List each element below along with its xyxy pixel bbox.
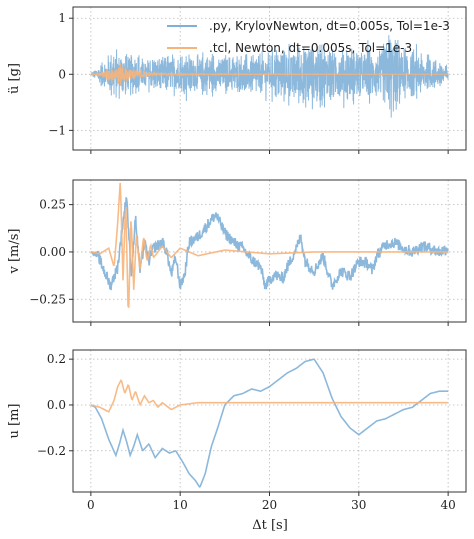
y-tick-label: 0.0 — [47, 398, 66, 412]
x-tick-label: 10 — [173, 498, 188, 512]
series-group — [90, 35, 449, 118]
series-group — [90, 358, 449, 488]
x-tick-label: 20 — [262, 498, 277, 512]
subplots: 10−1ü [g]0.250.00−0.25v [m/s]0.20.0−0.20… — [7, 6, 467, 512]
y-axis-label: v [m/s] — [7, 229, 22, 275]
series-line-1 — [90, 197, 449, 291]
series-line-1 — [90, 358, 449, 488]
series-line-2 — [90, 63, 449, 86]
subplot-1: 1 0 −1 ü [g] — [7, 6, 467, 154]
series-line-2 — [90, 182, 449, 308]
subplot-3: 0.2 0.0 −0.2 0 10 20 30 40 u [m] — [7, 349, 467, 512]
x-tick-label: 0 — [87, 498, 95, 512]
legend-label: .tcl, Newton, dt=0.005s, Tol=1e-3 — [209, 41, 412, 55]
y-tick-label: −0.25 — [29, 292, 66, 306]
y-tick-label: −0.2 — [37, 444, 66, 458]
x-tick-label: 40 — [440, 498, 455, 512]
y-tick-label: 0.25 — [39, 198, 66, 212]
y-tick-label: 0.2 — [47, 352, 66, 366]
y-axis-label: u [m] — [7, 404, 22, 439]
subplot-2: 0.25 0.00 −0.25 v [m/s] — [7, 179, 467, 326]
series-group — [90, 182, 449, 308]
y-tick-label: 0.00 — [39, 245, 66, 259]
legend: .py, KrylovNewton, dt=0.005s, Tol=1e-3 .t… — [167, 19, 450, 55]
series-line-2 — [90, 379, 449, 413]
x-axis-label: Δt [s] — [252, 518, 288, 533]
y-tick-label: 0 — [58, 67, 66, 81]
y-tick-label: −1 — [48, 123, 66, 137]
y-tick-label: 1 — [58, 11, 66, 25]
y-axis-label: ü [g] — [7, 63, 22, 94]
x-tick-label: 30 — [351, 498, 366, 512]
legend-label: .py, KrylovNewton, dt=0.005s, Tol=1e-3 — [209, 19, 450, 33]
grid — [73, 350, 466, 492]
